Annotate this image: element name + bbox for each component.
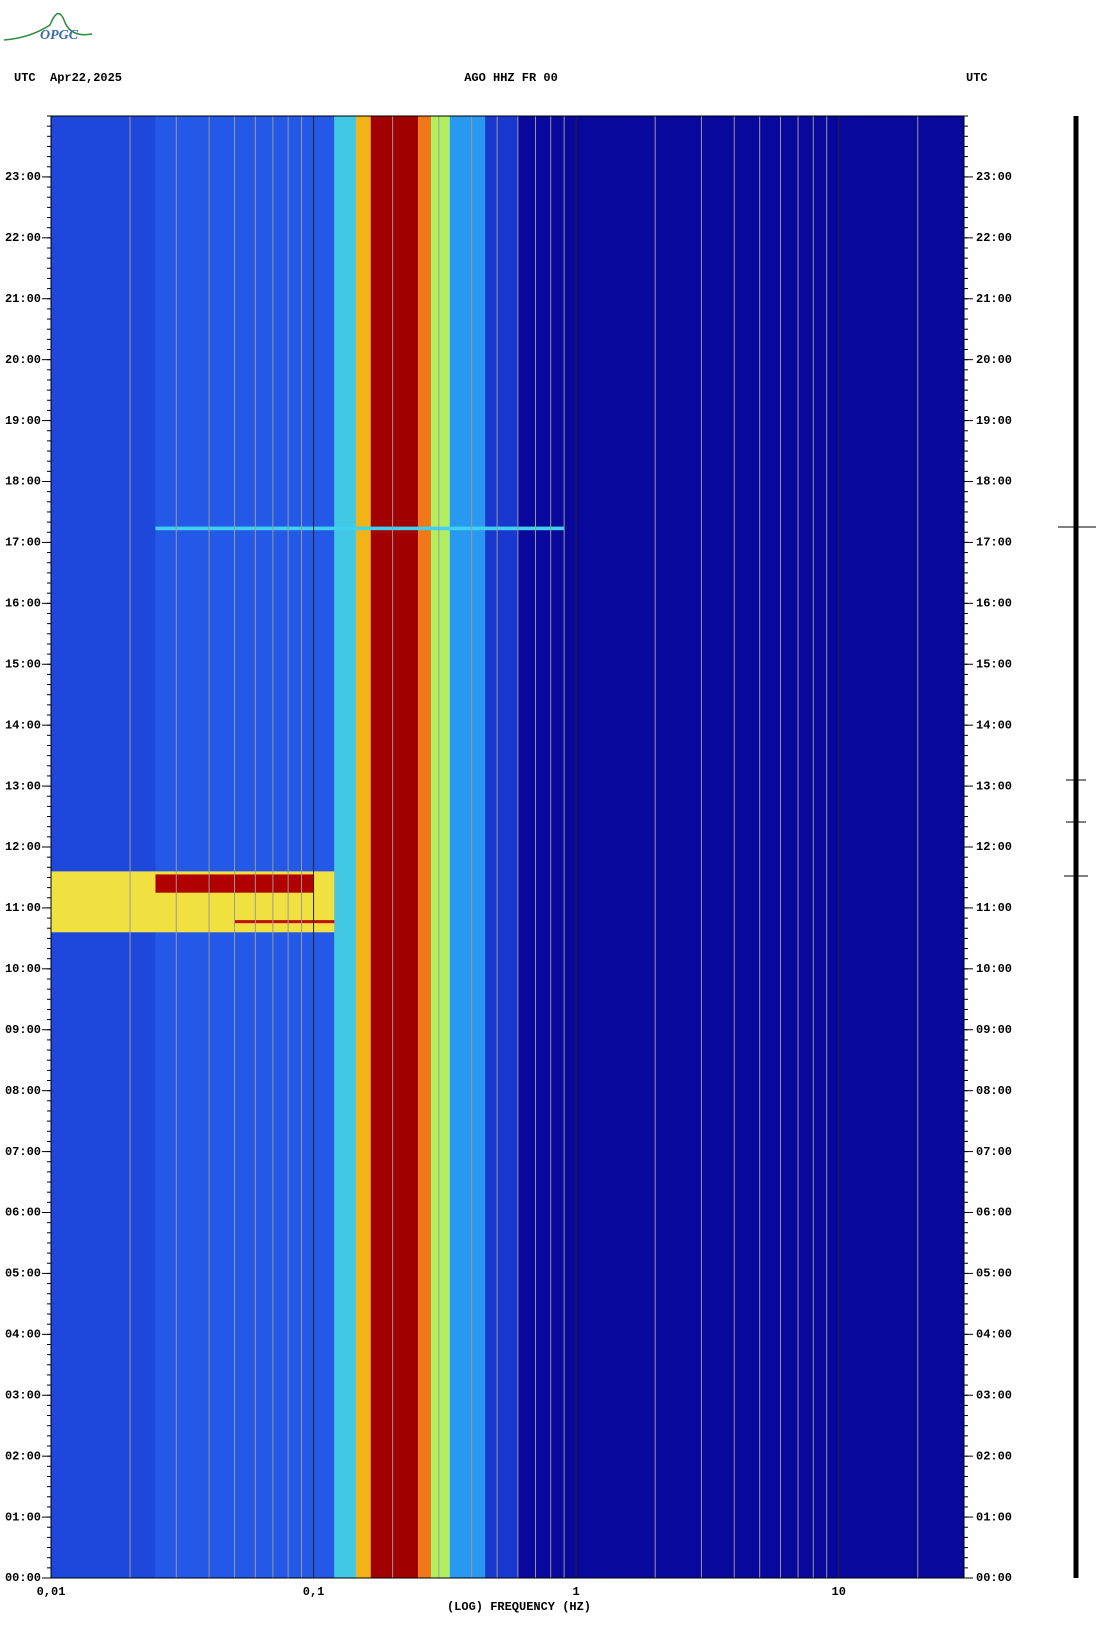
- chart-title: AGO HHZ FR 00: [464, 71, 558, 85]
- y-tick-label: 23:00: [976, 170, 1012, 184]
- spectrum-band: [449, 116, 486, 1578]
- y-tick-label: 02:00: [5, 1449, 41, 1463]
- x-tick-label: 10: [832, 1585, 846, 1599]
- y-tick-label: 04:00: [5, 1328, 41, 1342]
- logo-curve: [3, 12, 93, 41]
- y-tick-label: 09:00: [976, 1023, 1012, 1037]
- y-tick-label: 01:00: [5, 1510, 41, 1524]
- y-tick-label: 03:00: [976, 1388, 1012, 1402]
- y-tick-label: 07:00: [5, 1145, 41, 1159]
- spectrum-band: [485, 116, 518, 1578]
- spectrum-band: [517, 116, 964, 1578]
- y-tick-label: 11:00: [976, 901, 1012, 915]
- y-tick-label: 21:00: [976, 292, 1012, 306]
- y-tick-label: 09:00: [5, 1023, 41, 1037]
- y-tick-label: 14:00: [976, 718, 1012, 732]
- y-tick-label: 10:00: [5, 962, 41, 976]
- spectrum-band: [334, 116, 356, 1578]
- y-tick-label: 17:00: [976, 536, 1012, 550]
- y-tick-label: 04:00: [976, 1328, 1012, 1342]
- y-tick-label: 08:00: [5, 1084, 41, 1098]
- y-tick-label: 16:00: [976, 597, 1012, 611]
- x-tick-label: 1: [573, 1585, 580, 1599]
- event-band: [155, 526, 565, 531]
- spectrum-band: [370, 116, 419, 1578]
- header-date: Apr22,2025: [50, 71, 122, 85]
- y-tick-label: 00:00: [976, 1571, 1012, 1585]
- y-tick-label: 12:00: [976, 840, 1012, 854]
- spectrum-band: [51, 116, 156, 1578]
- y-tick-label: 19:00: [976, 414, 1012, 428]
- event-band: [234, 920, 335, 924]
- spectrum-band: [430, 116, 450, 1578]
- y-tick-label: 15:00: [5, 657, 41, 671]
- y-tick-label: 03:00: [5, 1388, 41, 1402]
- y-tick-label: 05:00: [976, 1267, 1012, 1281]
- spectrum-band: [418, 116, 431, 1578]
- y-tick-label: 08:00: [976, 1084, 1012, 1098]
- y-tick-label: 11:00: [5, 901, 41, 915]
- y-tick-label: 13:00: [5, 779, 41, 793]
- x-axis-label: (LOG) FREQUENCY (HZ): [447, 1600, 591, 1614]
- y-tick-label: 12:00: [5, 840, 41, 854]
- spectrum-band: [155, 116, 335, 1578]
- logo: OPGC: [40, 28, 79, 43]
- y-tick-label: 06:00: [976, 1206, 1012, 1220]
- y-tick-label: 14:00: [5, 718, 41, 732]
- seismogram: [1058, 116, 1096, 1578]
- y-tick-label: 06:00: [5, 1206, 41, 1220]
- y-tick-label: 19:00: [5, 414, 41, 428]
- y-tick-label: 20:00: [5, 353, 41, 367]
- header-tz: UTC: [14, 71, 36, 85]
- y-tick-label: 20:00: [976, 353, 1012, 367]
- y-tick-label: 18:00: [976, 475, 1012, 489]
- y-tick-label: 21:00: [5, 292, 41, 306]
- y-tick-label: 01:00: [976, 1510, 1012, 1524]
- x-tick-label: 0,1: [303, 1585, 325, 1599]
- y-tick-label: 00:00: [5, 1571, 41, 1585]
- spectrum-band: [355, 116, 371, 1578]
- y-tick-label: 22:00: [5, 231, 41, 245]
- y-tick-label: 18:00: [5, 475, 41, 489]
- y-tick-label: 13:00: [976, 779, 1012, 793]
- y-tick-label: 16:00: [5, 597, 41, 611]
- plot-area: [50, 116, 964, 1578]
- header-tz: UTC: [966, 71, 988, 85]
- y-tick-label: 23:00: [5, 170, 41, 184]
- y-tick-label: 15:00: [976, 657, 1012, 671]
- y-tick-label: 02:00: [976, 1449, 1012, 1463]
- y-tick-label: 07:00: [976, 1145, 1012, 1159]
- y-tick-label: 22:00: [976, 231, 1012, 245]
- y-tick-label: 10:00: [976, 962, 1012, 976]
- y-tick-label: 05:00: [5, 1267, 41, 1281]
- y-tick-label: 17:00: [5, 536, 41, 550]
- x-tick-label: 0,01: [37, 1585, 66, 1599]
